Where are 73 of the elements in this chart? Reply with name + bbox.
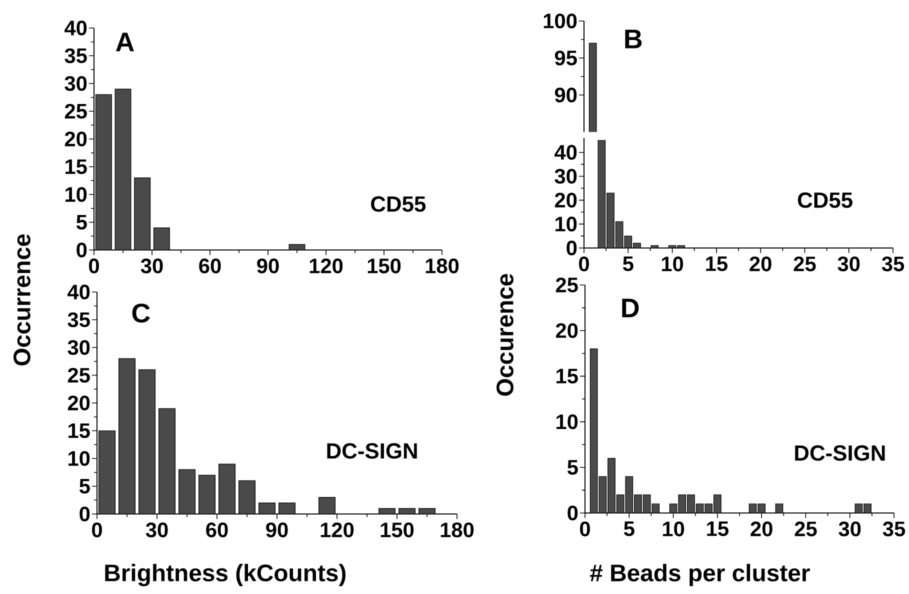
y-tick-label: 25	[68, 368, 90, 383]
x-tick-label: 35	[882, 256, 904, 272]
y-tick-label: 15	[556, 368, 578, 384]
x-axis-title: Brightness (kCounts)	[105, 564, 346, 586]
annotation: D	[622, 298, 639, 318]
x-tick-label: 20	[750, 256, 772, 272]
y-tick-label: 20	[64, 132, 87, 146]
y-tick-label: 5	[76, 214, 87, 230]
x-tick-label: 10	[662, 522, 684, 536]
annotation: DC-SIGN	[795, 445, 885, 461]
y-tick-label: 35	[64, 48, 87, 64]
y-tick-label: 90	[554, 88, 577, 102]
annotation: CD55	[371, 196, 426, 212]
y-tick-label: 20	[68, 396, 90, 410]
x-tick-label: 150	[368, 258, 401, 274]
x-tick-label: 120	[320, 522, 354, 538]
y-axis-title: Occurence	[496, 274, 514, 396]
x-tick-label: 25	[794, 256, 816, 272]
y-tick-label: 10	[66, 187, 87, 202]
y-tick-label: 0	[566, 240, 577, 256]
x-tick-label: 120	[310, 258, 343, 274]
x-tick-label: 90	[266, 522, 288, 538]
y-tick-label: 35	[68, 312, 90, 328]
x-tick-label: 20	[750, 522, 772, 536]
x-tick-label: 150	[380, 522, 414, 538]
x-tick-label: 0	[92, 522, 102, 538]
y-tick-label: 30	[68, 340, 90, 355]
x-tick-label: 5	[622, 256, 634, 272]
y-tick-label: 10	[556, 216, 577, 232]
y-tick-label: 40	[64, 20, 87, 36]
x-tick-label: 30	[838, 522, 861, 536]
x-tick-label: 180	[426, 258, 459, 274]
y-tick-label: 100	[544, 14, 577, 28]
y-tick-label: 40	[68, 284, 90, 300]
x-tick-label: 10	[662, 256, 684, 272]
annotation: B	[625, 30, 642, 48]
y-tick-label: 30	[554, 168, 577, 184]
annotation: DC-SIGN	[327, 443, 417, 459]
x-tick-label: 90	[257, 258, 279, 274]
x-tick-label: 5	[624, 522, 634, 536]
annotation: CD55	[798, 192, 852, 208]
x-tick-label: 30	[146, 522, 168, 538]
x-tick-label: 60	[206, 522, 228, 538]
x-tick-label: 0	[579, 256, 589, 272]
y-tick-label: 10	[556, 414, 578, 430]
x-tick-label: 0	[580, 522, 590, 536]
y-tick-label: 30	[64, 76, 87, 91]
y-tick-label: 10	[68, 451, 90, 466]
y-tick-label: 40	[554, 144, 577, 160]
y-axis-title: Occurrence	[14, 234, 30, 366]
x-tick-label: 30	[140, 258, 163, 274]
y-tick-label: 25	[64, 104, 87, 119]
y-tick-label: 25	[556, 278, 578, 292]
y-tick-label: 0	[80, 506, 90, 522]
y-tick-label: 5	[79, 478, 90, 494]
annotation: A	[116, 32, 134, 52]
y-tick-label: 0	[76, 242, 87, 258]
y-tick-label: 5	[567, 460, 578, 475]
y-tick-label: 15	[68, 423, 90, 438]
x-tick-label: 60	[199, 258, 221, 274]
y-tick-label: 95	[554, 50, 577, 66]
y-tick-label: 0	[568, 506, 578, 520]
x-tick-label: 30	[838, 256, 860, 272]
x-tick-label: 25	[794, 522, 817, 536]
x-tick-label: 15	[707, 522, 728, 536]
annotation: C	[132, 304, 150, 323]
x-tick-label: 15	[706, 256, 728, 272]
y-tick-label: 20	[556, 323, 578, 338]
y-tick-label: 20	[554, 192, 577, 208]
x-tick-label: 180	[440, 522, 474, 538]
y-tick-label: 15	[66, 159, 87, 174]
x-tick-label: 35	[882, 522, 906, 536]
x-axis-title: # Beads per cluster	[590, 564, 810, 586]
